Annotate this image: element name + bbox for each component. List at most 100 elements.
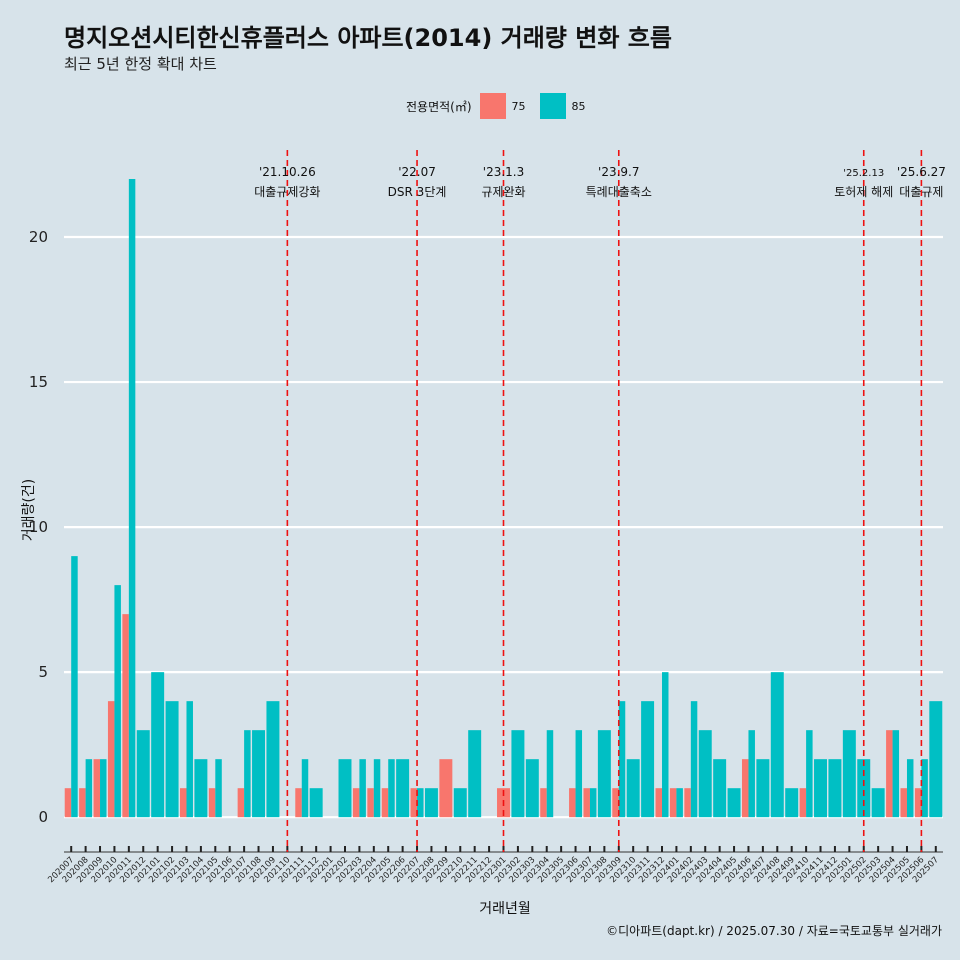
bar-75 bbox=[64, 788, 72, 818]
bar-85 bbox=[698, 730, 712, 818]
y-axis-label: 거래량(건) bbox=[21, 478, 37, 542]
bar-75 bbox=[295, 788, 302, 818]
bar-85 bbox=[690, 701, 698, 818]
legend-title: 전용면적(㎡) bbox=[406, 99, 472, 114]
bar-85 bbox=[806, 730, 813, 818]
y-tick-label: 20 bbox=[29, 228, 48, 246]
bar-85 bbox=[136, 730, 150, 818]
bar-85 bbox=[424, 788, 438, 818]
bar-85 bbox=[100, 759, 107, 818]
bar-85 bbox=[373, 759, 381, 818]
bar-75 bbox=[208, 788, 216, 818]
bar-85 bbox=[892, 730, 900, 818]
x-axis-label: 거래년월 bbox=[479, 901, 531, 917]
bar-85 bbox=[85, 759, 93, 818]
bar-75 bbox=[583, 788, 590, 818]
bar-85 bbox=[215, 759, 222, 818]
bar-85 bbox=[71, 556, 78, 818]
bar-85 bbox=[546, 730, 554, 818]
bar-85 bbox=[359, 759, 366, 818]
bar-85 bbox=[748, 730, 755, 818]
bar-85 bbox=[906, 759, 914, 818]
bar-75 bbox=[612, 788, 619, 818]
bar-85 bbox=[871, 788, 885, 818]
legend-key-75 bbox=[479, 93, 506, 119]
bar-85 bbox=[589, 788, 597, 818]
bar-85 bbox=[388, 759, 395, 818]
bar-85 bbox=[338, 759, 352, 818]
bar-85 bbox=[151, 672, 165, 818]
bar-85 bbox=[194, 759, 208, 818]
event-label: 대출규제강화 bbox=[254, 185, 320, 199]
bar-85 bbox=[857, 759, 871, 818]
bar-85 bbox=[252, 730, 266, 818]
bar-85 bbox=[814, 759, 828, 818]
bar-75 bbox=[569, 788, 576, 818]
bar-75 bbox=[237, 788, 245, 818]
bar-85 bbox=[309, 788, 323, 818]
bar-75 bbox=[669, 788, 677, 818]
bar-85 bbox=[186, 701, 193, 818]
event-date: '23.1.3 bbox=[483, 165, 524, 179]
event-label: 특례대출축소 bbox=[586, 185, 652, 199]
event-date: '22.07 bbox=[398, 165, 436, 179]
legend-label-85: 85 bbox=[571, 99, 586, 113]
bar-75 bbox=[410, 788, 418, 818]
bar-85 bbox=[468, 730, 482, 818]
bar-85 bbox=[114, 585, 121, 818]
event-date: '25.6.27 bbox=[897, 165, 946, 179]
bar-75 bbox=[540, 788, 547, 818]
bar-85 bbox=[727, 788, 741, 818]
bar-85 bbox=[713, 759, 727, 818]
bar-75 bbox=[179, 788, 187, 818]
bar-85 bbox=[417, 788, 424, 818]
bar-75 bbox=[367, 788, 374, 818]
bar-75 bbox=[799, 788, 807, 818]
y-tick-label: 10 bbox=[29, 518, 48, 536]
legend-label-75: 75 bbox=[511, 99, 526, 113]
bar-85 bbox=[575, 730, 583, 818]
event-date: '25.2.13 bbox=[843, 168, 884, 179]
bar-75 bbox=[900, 788, 907, 818]
bar-75 bbox=[439, 759, 453, 818]
bar-85 bbox=[676, 788, 683, 818]
bar-85 bbox=[597, 730, 611, 818]
bar-85 bbox=[244, 730, 251, 818]
event-label: 토허제 해제 bbox=[834, 185, 893, 199]
source-caption: ©디아파트(dapt.kr) / 2025.07.30 / 자료=국토교통부 실… bbox=[606, 924, 942, 938]
bar-85 bbox=[641, 701, 655, 818]
event-date: '21.10.26 bbox=[259, 165, 316, 179]
event-label: 대출규제 bbox=[899, 185, 943, 199]
event-date: '23.9.7 bbox=[598, 165, 639, 179]
bar-75 bbox=[914, 788, 922, 818]
bar-85 bbox=[929, 701, 943, 818]
bar-85 bbox=[618, 701, 626, 818]
bar-75 bbox=[107, 701, 115, 818]
bar-85 bbox=[785, 788, 799, 818]
bar-85 bbox=[756, 759, 770, 818]
legend: 전용면적(㎡) 75 85 bbox=[406, 93, 600, 119]
bar-85 bbox=[921, 759, 928, 818]
bar-85 bbox=[301, 759, 309, 818]
bar-85 bbox=[266, 701, 280, 818]
bar-85 bbox=[453, 788, 467, 818]
y-tick-label: 5 bbox=[38, 663, 48, 681]
bar-85 bbox=[770, 672, 784, 818]
bar-85 bbox=[396, 759, 410, 818]
bar-75 bbox=[122, 614, 129, 818]
bar-85 bbox=[662, 672, 669, 818]
bar-85 bbox=[842, 730, 856, 818]
y-tick-label: 0 bbox=[38, 808, 48, 826]
bar-75 bbox=[684, 788, 691, 818]
bar-75 bbox=[79, 788, 86, 818]
bar-85 bbox=[165, 701, 179, 818]
bar-75 bbox=[886, 730, 893, 818]
bar-75 bbox=[352, 788, 360, 818]
bar-75 bbox=[93, 759, 101, 818]
event-label: 규제완화 bbox=[481, 185, 525, 199]
bar-85 bbox=[128, 179, 136, 818]
chart-title: 명지오션시티한신휴플러스 아파트(2014) 거래량 변화 흐름 bbox=[64, 24, 672, 52]
bar-75 bbox=[381, 788, 389, 818]
bar-85 bbox=[626, 759, 640, 818]
